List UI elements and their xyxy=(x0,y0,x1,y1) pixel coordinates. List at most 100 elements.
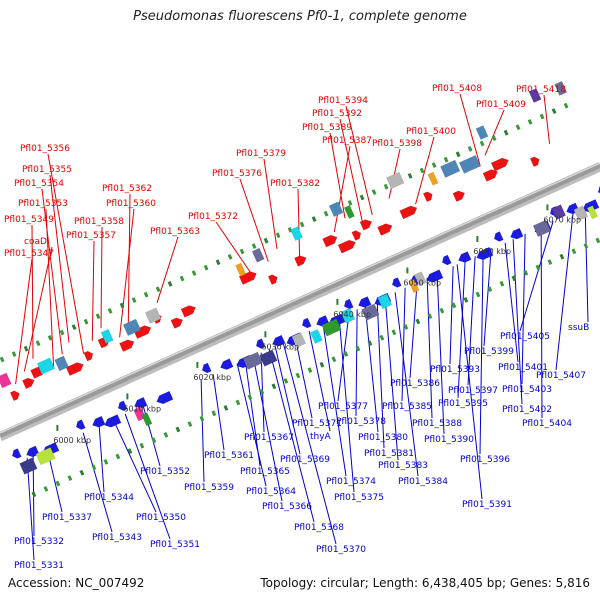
reverse-gene-arrow xyxy=(458,251,472,263)
top-gene-label: Pfl01_5372 xyxy=(188,212,238,222)
top-guide-tick xyxy=(467,145,473,152)
gene-shape xyxy=(343,298,354,310)
forward-gene-arrow xyxy=(22,377,35,390)
gene-block xyxy=(386,171,405,190)
reverse-gene-arrow xyxy=(582,199,600,213)
top-leader-line xyxy=(119,208,135,338)
top-leader-line xyxy=(91,240,95,341)
gene-shape xyxy=(272,334,286,347)
gene-shape xyxy=(458,251,472,263)
bottom-guide-tick xyxy=(463,297,469,303)
bottom-guide-tick xyxy=(571,248,577,255)
top-leader-line xyxy=(31,224,34,359)
gene-shape xyxy=(426,269,444,283)
gene-shape xyxy=(351,230,362,241)
gene-shape xyxy=(597,184,600,196)
bottom-gene-label: Pfl01_5396 xyxy=(460,455,510,465)
forward-gene-arrow xyxy=(337,239,356,254)
forward-gene-arrow xyxy=(529,156,540,168)
top-leader-line xyxy=(329,132,346,219)
bottom-guide-tick xyxy=(79,469,85,476)
top-leader-line xyxy=(388,148,401,199)
gene-features xyxy=(0,80,600,475)
top-guide-tick xyxy=(47,334,53,341)
top-guide-tick xyxy=(503,129,509,136)
bottom-gene-label: Pfl01_5386 xyxy=(390,379,440,389)
gene-block xyxy=(573,205,589,221)
gene-shape xyxy=(75,419,86,430)
gene-block xyxy=(408,278,420,294)
gene-block xyxy=(235,262,247,277)
bottom-leader-line xyxy=(124,413,171,540)
top-guide-tick xyxy=(371,189,377,195)
ruler-label: 6070 kbp xyxy=(543,215,581,224)
forward-gene-arrow xyxy=(83,350,94,362)
gene-block xyxy=(251,247,265,263)
bottom-guide-tick xyxy=(103,459,109,465)
gene-shape xyxy=(156,390,174,405)
ruler-label: 6060 kbp xyxy=(473,247,511,256)
top-gene-label: Pfl01_5389 xyxy=(302,123,352,133)
bottom-gene-label: Pfl01_5361 xyxy=(204,451,254,461)
bottom-gene-label: Pfl01_5407 xyxy=(536,371,586,381)
bottom-leader-line xyxy=(337,312,350,402)
bottom-leader-line xyxy=(512,239,523,405)
gene-block xyxy=(328,201,344,218)
bottom-guide-tick xyxy=(187,421,193,428)
ruler-label: 6030 kbp xyxy=(261,342,299,351)
bottom-leader-line xyxy=(457,260,466,399)
reverse-gene-arrow xyxy=(343,298,354,310)
top-guide-tick xyxy=(515,124,521,131)
bottom-guide-tick xyxy=(127,448,133,455)
gene-block xyxy=(0,372,12,389)
bottom-gene-label: Pfl01_5343 xyxy=(92,533,142,543)
top-guide-tick xyxy=(227,253,233,260)
top-gene-label: Pfl01_5418 xyxy=(516,85,566,95)
bottom-gene-label: Pfl01_5332 xyxy=(14,537,64,547)
top-leader-line xyxy=(127,193,131,325)
gene-shape xyxy=(119,339,135,352)
topology-summary: Topology: circular; Length: 6,438,405 bp… xyxy=(260,576,590,590)
forward-gene-arrow xyxy=(422,191,433,203)
top-leader-line xyxy=(543,94,551,144)
reverse-gene-arrow xyxy=(255,338,266,349)
bottom-gene-label: Pfl01_5365 xyxy=(240,467,290,477)
top-guide-tick xyxy=(347,199,353,206)
top-leader-line xyxy=(215,221,254,278)
bottom-leader-line xyxy=(212,374,225,451)
forward-gene-arrow xyxy=(490,157,509,172)
gene-shape xyxy=(65,362,84,376)
gene-shape xyxy=(490,157,509,172)
top-guide-tick xyxy=(83,318,89,325)
gene-block xyxy=(54,355,69,372)
bottom-guide-tick xyxy=(355,345,361,352)
top-leader-line xyxy=(263,158,278,250)
top-leader-line xyxy=(484,109,505,156)
bottom-gene-label: thyA xyxy=(310,432,332,442)
bottom-guide-tick xyxy=(175,426,181,433)
top-gene-label: Pfl01_5358 xyxy=(74,217,124,227)
gene-shape xyxy=(267,274,278,286)
bottom-leader-line xyxy=(252,356,283,502)
top-guide-tick xyxy=(107,307,113,314)
gene-block xyxy=(343,204,355,220)
top-gene-label: Pfl01_5349 xyxy=(4,215,54,225)
reverse-gene-arrow xyxy=(201,362,212,374)
gene-shape xyxy=(493,231,504,242)
bottom-leader-line xyxy=(384,296,399,461)
bottom-gene-label: Pfl01_5370 xyxy=(316,545,366,555)
forward-gene-arrow xyxy=(170,317,184,329)
bottom-leader-line xyxy=(200,379,205,483)
forward-gene-arrow xyxy=(9,390,20,402)
forward-gene-arrow xyxy=(119,339,135,352)
gene-shape xyxy=(255,338,266,349)
top-guide-tick xyxy=(431,162,437,168)
top-leader-line xyxy=(41,188,63,355)
gene-shape xyxy=(359,219,373,231)
bottom-gene-label: Pfl01_5383 xyxy=(378,461,428,471)
top-gene-label: Pfl01_5357 xyxy=(66,231,116,241)
gene-shape xyxy=(301,317,312,329)
bottom-gene-label: Pfl01_5390 xyxy=(424,435,474,445)
gene-shape xyxy=(399,205,418,220)
